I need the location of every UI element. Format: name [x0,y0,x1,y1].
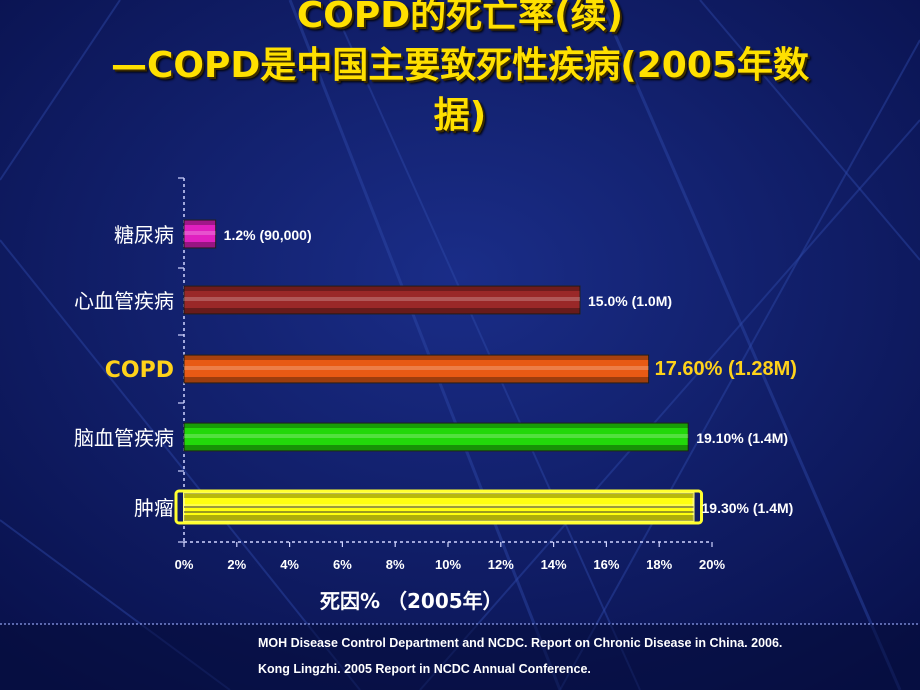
bar-highlight [184,231,216,235]
footer-reference-2: Kong Lingzhi. 2005 Report in NCDC Annual… [258,662,591,676]
bar-highlight [184,297,580,301]
bar-shade-top [184,286,580,291]
slide-title-line1: COPD的死亡率(续) [296,0,624,36]
bar-shade-bottom [184,242,216,248]
bar-shade-top [184,493,694,498]
x-tick-label: 18% [646,557,672,572]
category-label: 肿瘤 [134,496,174,520]
bar [183,285,581,315]
x-tick-label: 2% [227,557,246,572]
category-label: 心血管疾病 [74,289,174,313]
x-tick-label: 8% [386,557,405,572]
category-label: 糖尿病 [114,223,174,247]
category-label: 脑血管疾病 [74,426,174,450]
footer-reference-1: MOH Disease Control Department and NCDC.… [258,636,783,650]
x-tick-label: 12% [488,557,514,572]
bar [183,219,217,249]
x-tick-label: 4% [280,557,299,572]
x-tick-label: 6% [333,557,352,572]
data-label: 1.2% (90,000) [224,227,312,243]
x-tick-label: 10% [435,557,461,572]
bar-shade-bottom [184,308,580,314]
bar [183,354,650,384]
x-tick-label: 16% [593,557,619,572]
bar-highlight [184,366,649,370]
x-axis-title: 死因% （2005年） [320,589,503,613]
category-label: COPD [105,358,174,383]
x-tick-label: 14% [541,557,567,572]
slide-title-line2: —COPD是中国主要致死性疾病(2005年数 [111,45,809,86]
bar-shade-bottom [184,445,689,451]
x-tick-label: 0% [175,557,194,572]
bar-shade-bottom [184,515,694,521]
slide-title-line3: 据) [433,95,487,136]
data-label: 15.0% (1.0M) [588,293,672,309]
bar-shade-bottom [184,377,649,383]
bar-shade-top [184,423,689,428]
bar-outline [174,489,704,525]
data-label: 17.60% (1.28M) [655,358,797,380]
bar-highlight [184,434,689,438]
bar [183,422,689,452]
bar-shade-top [184,220,216,225]
data-label: 19.10% (1.4M) [696,430,788,446]
bar-highlight [184,504,694,508]
data-label: 19.30% (1.4M) [702,500,794,516]
bar-shade-top [184,355,649,360]
x-tick-label: 20% [699,557,725,572]
